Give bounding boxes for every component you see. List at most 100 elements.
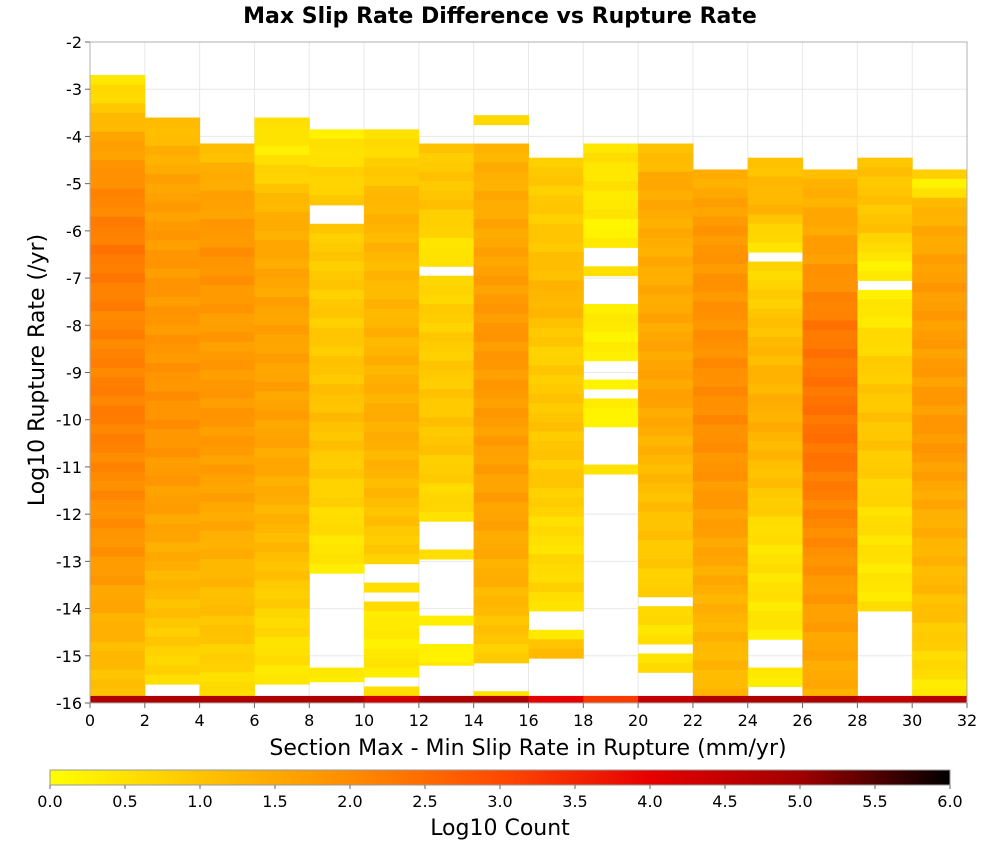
heatmap-cell bbox=[583, 464, 639, 475]
heatmap-cell bbox=[857, 393, 913, 404]
heatmap-cell bbox=[857, 535, 913, 546]
heatmap-cell bbox=[90, 566, 146, 577]
heatmap-cell bbox=[912, 348, 968, 359]
heatmap-cell bbox=[747, 667, 804, 678]
heatmap-cell bbox=[912, 188, 968, 199]
heatmap-cell bbox=[638, 530, 694, 541]
heatmap-cell bbox=[90, 197, 146, 208]
heatmap-cell bbox=[802, 339, 858, 350]
heatmap-cell bbox=[309, 176, 365, 187]
heatmap-cell bbox=[144, 211, 201, 222]
heatmap-cell bbox=[199, 577, 255, 588]
colorbar-tick-label: 0.5 bbox=[112, 792, 137, 811]
heatmap-cell bbox=[912, 197, 968, 208]
heatmap-cell bbox=[528, 469, 584, 480]
heatmap-cell bbox=[144, 523, 201, 534]
heatmap-cell bbox=[802, 320, 858, 331]
heatmap-cell bbox=[528, 289, 584, 300]
heatmap-cell bbox=[528, 167, 584, 178]
heatmap-cell bbox=[747, 507, 804, 518]
heatmap-cell bbox=[912, 490, 968, 501]
bottom-row-cell bbox=[90, 695, 146, 703]
heatmap-cell bbox=[473, 285, 529, 296]
heatmap-cell bbox=[364, 346, 420, 357]
heatmap-cell bbox=[528, 629, 584, 640]
heatmap-cell bbox=[528, 384, 584, 395]
heatmap-cell bbox=[90, 613, 146, 624]
heatmap-cell bbox=[528, 563, 584, 574]
heatmap-cell bbox=[912, 651, 968, 662]
heatmap-cell bbox=[364, 355, 420, 366]
heatmap-cell bbox=[528, 327, 584, 338]
heatmap-cell bbox=[528, 223, 584, 234]
heatmap-cell bbox=[144, 278, 201, 289]
heatmap-cell bbox=[90, 235, 146, 246]
bottom-row-cell bbox=[692, 695, 749, 703]
heatmap-cell bbox=[364, 204, 420, 215]
heatmap-cell bbox=[528, 525, 584, 536]
heatmap-cell bbox=[802, 603, 858, 614]
heatmap-cell bbox=[912, 556, 968, 567]
heatmap-cell bbox=[144, 674, 201, 685]
heatmap-cell bbox=[364, 384, 420, 395]
heatmap-cell bbox=[364, 261, 420, 272]
heatmap-cell bbox=[638, 587, 694, 598]
heatmap-cell bbox=[912, 603, 968, 614]
heatmap-cell bbox=[90, 471, 146, 482]
heatmap-cell bbox=[747, 525, 804, 536]
heatmap-cell bbox=[802, 566, 858, 577]
heatmap-cell bbox=[638, 445, 694, 456]
heatmap-cell bbox=[747, 677, 804, 687]
heatmap-cell bbox=[638, 577, 694, 588]
heatmap-cell bbox=[309, 167, 365, 178]
x-tick-label: 10 bbox=[354, 711, 374, 730]
heatmap-cell bbox=[638, 256, 694, 267]
heatmap-cell bbox=[692, 443, 749, 454]
heatmap-cell bbox=[747, 195, 804, 206]
heatmap-cell bbox=[473, 143, 529, 154]
heatmap-cell bbox=[254, 655, 310, 666]
heatmap-cell bbox=[364, 157, 420, 168]
heatmap-cell bbox=[857, 223, 913, 234]
heatmap-cell bbox=[747, 318, 804, 329]
heatmap-cell bbox=[418, 294, 475, 305]
heatmap-cell bbox=[254, 514, 310, 525]
heatmap-cell bbox=[144, 599, 201, 610]
heatmap-cell bbox=[583, 266, 639, 277]
heatmap-cell bbox=[199, 313, 255, 324]
chart-title: Max Slip Rate Difference vs Rupture Rate bbox=[243, 4, 757, 29]
heatmap-cell bbox=[309, 337, 365, 348]
heatmap-cell bbox=[473, 540, 529, 551]
heatmap-cell bbox=[747, 299, 804, 310]
heatmap-cell bbox=[857, 450, 913, 461]
heatmap-cell bbox=[802, 613, 858, 624]
heatmap-cell bbox=[254, 665, 310, 676]
heatmap-cell bbox=[90, 292, 146, 303]
heatmap-cell bbox=[638, 313, 694, 324]
heatmap-cell bbox=[473, 313, 529, 324]
heatmap-cell bbox=[747, 355, 804, 366]
heatmap-cell bbox=[912, 452, 968, 463]
heatmap-cell bbox=[364, 129, 420, 140]
heatmap-cell bbox=[692, 660, 749, 671]
bottom-row-cell bbox=[528, 695, 584, 703]
heatmap-cell bbox=[583, 209, 639, 220]
heatmap-cell bbox=[309, 497, 365, 508]
heatmap-cell bbox=[473, 606, 529, 617]
heatmap-cell bbox=[364, 601, 420, 612]
heatmap-cell bbox=[144, 580, 201, 591]
heatmap-cell bbox=[364, 639, 420, 650]
heatmap-cell bbox=[528, 412, 584, 423]
heatmap-cell bbox=[254, 523, 310, 534]
heatmap-cell bbox=[638, 540, 694, 551]
heatmap-cell bbox=[802, 226, 858, 237]
heatmap-cell bbox=[638, 634, 694, 645]
heatmap-cell bbox=[692, 216, 749, 227]
heatmap-cell bbox=[802, 396, 858, 407]
heatmap-cell bbox=[199, 228, 255, 239]
heatmap-cell bbox=[418, 549, 475, 560]
heatmap-cell bbox=[747, 610, 804, 621]
heatmap-cell bbox=[418, 426, 475, 437]
heatmap-cell bbox=[692, 320, 749, 331]
heatmap-cell bbox=[857, 327, 913, 338]
